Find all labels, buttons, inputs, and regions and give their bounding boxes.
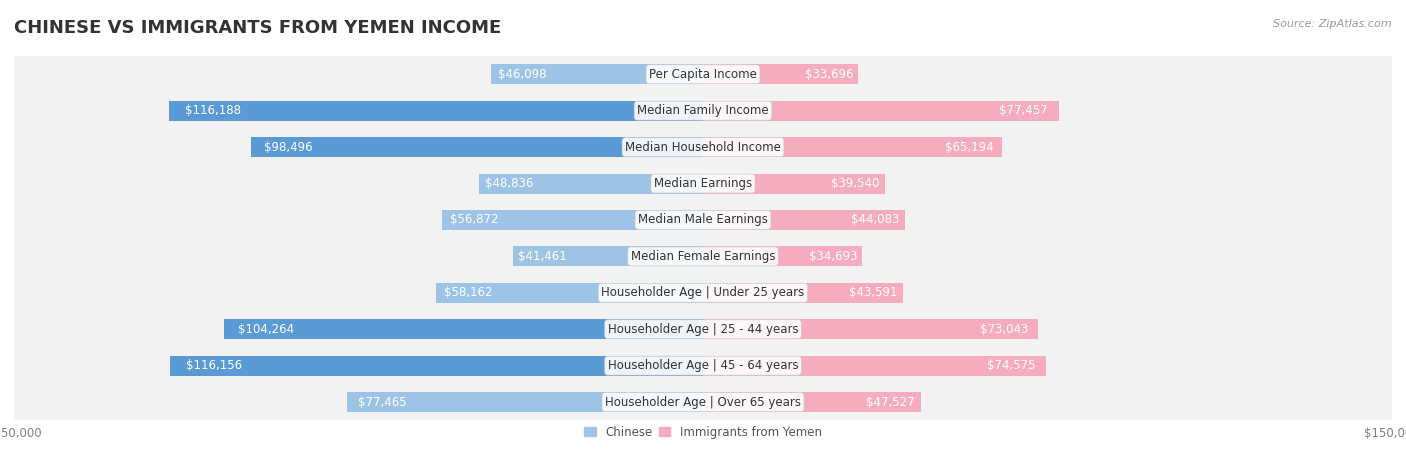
- Bar: [14, 92, 1392, 129]
- Text: $34,693: $34,693: [808, 250, 858, 263]
- Bar: [347, 392, 703, 412]
- Bar: [14, 129, 1392, 165]
- Bar: [703, 101, 1059, 120]
- Text: $41,461: $41,461: [519, 250, 567, 263]
- Bar: [14, 384, 1392, 420]
- Bar: [703, 356, 1046, 375]
- Bar: [14, 275, 1392, 311]
- Text: Median Female Earnings: Median Female Earnings: [631, 250, 775, 263]
- Text: $116,188: $116,188: [186, 104, 242, 117]
- Bar: [703, 210, 905, 230]
- Bar: [703, 392, 921, 412]
- Text: $48,836: $48,836: [485, 177, 534, 190]
- Bar: [703, 319, 1039, 339]
- Text: Source: ZipAtlas.com: Source: ZipAtlas.com: [1274, 19, 1392, 28]
- Text: Median Household Income: Median Household Income: [626, 141, 780, 154]
- Bar: [703, 247, 862, 266]
- Bar: [250, 137, 703, 157]
- Bar: [703, 64, 858, 84]
- Text: $73,043: $73,043: [980, 323, 1028, 336]
- Text: $77,465: $77,465: [359, 396, 406, 409]
- Text: $116,156: $116,156: [186, 359, 242, 372]
- Text: $44,083: $44,083: [851, 213, 900, 226]
- Bar: [14, 238, 1392, 275]
- Bar: [441, 210, 703, 230]
- Text: Householder Age | Over 65 years: Householder Age | Over 65 years: [605, 396, 801, 409]
- Bar: [14, 56, 1392, 92]
- Text: Median Family Income: Median Family Income: [637, 104, 769, 117]
- Bar: [703, 283, 903, 303]
- Bar: [14, 347, 1392, 384]
- Bar: [224, 319, 703, 339]
- Text: $104,264: $104,264: [239, 323, 295, 336]
- Text: Median Male Earnings: Median Male Earnings: [638, 213, 768, 226]
- Text: $74,575: $74,575: [987, 359, 1035, 372]
- Bar: [478, 174, 703, 193]
- Text: Per Capita Income: Per Capita Income: [650, 68, 756, 81]
- Bar: [170, 356, 703, 375]
- Bar: [491, 64, 703, 84]
- Text: $58,162: $58,162: [444, 286, 492, 299]
- Text: $47,527: $47,527: [866, 396, 915, 409]
- Bar: [14, 202, 1392, 238]
- Text: Householder Age | 25 - 44 years: Householder Age | 25 - 44 years: [607, 323, 799, 336]
- Text: CHINESE VS IMMIGRANTS FROM YEMEN INCOME: CHINESE VS IMMIGRANTS FROM YEMEN INCOME: [14, 19, 502, 37]
- Text: $43,591: $43,591: [849, 286, 897, 299]
- Legend: Chinese, Immigrants from Yemen: Chinese, Immigrants from Yemen: [579, 421, 827, 444]
- Bar: [703, 137, 1002, 157]
- Text: Householder Age | Under 25 years: Householder Age | Under 25 years: [602, 286, 804, 299]
- Text: $39,540: $39,540: [831, 177, 879, 190]
- Bar: [14, 311, 1392, 347]
- Bar: [436, 283, 703, 303]
- Bar: [14, 165, 1392, 202]
- Text: $46,098: $46,098: [498, 68, 546, 81]
- Bar: [703, 174, 884, 193]
- Text: $98,496: $98,496: [264, 141, 312, 154]
- Text: Householder Age | 45 - 64 years: Householder Age | 45 - 64 years: [607, 359, 799, 372]
- Text: Median Earnings: Median Earnings: [654, 177, 752, 190]
- Text: $77,457: $77,457: [1000, 104, 1047, 117]
- Text: $33,696: $33,696: [804, 68, 853, 81]
- Text: $65,194: $65,194: [945, 141, 994, 154]
- Bar: [169, 101, 703, 120]
- Bar: [513, 247, 703, 266]
- Text: $56,872: $56,872: [450, 213, 498, 226]
